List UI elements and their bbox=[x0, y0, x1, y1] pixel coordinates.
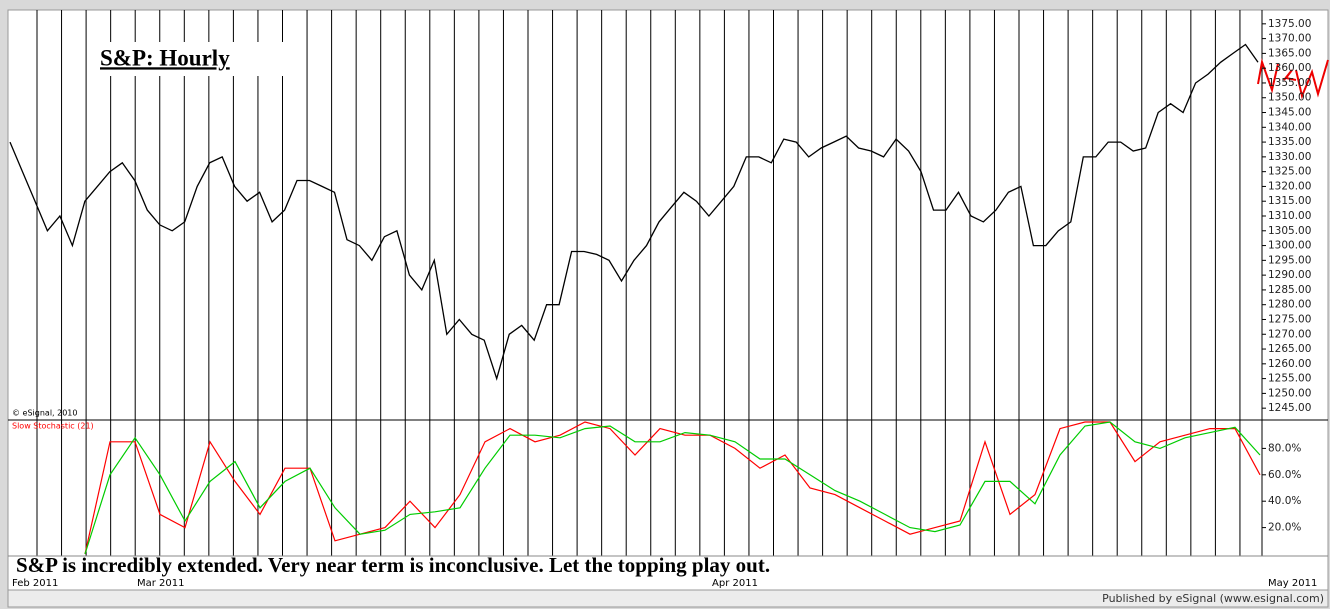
y-tick-label: 1350.00 bbox=[1268, 92, 1311, 104]
y-tick-label: 1320.00 bbox=[1268, 180, 1311, 192]
x-tick-label: Feb 2011 bbox=[12, 578, 58, 589]
y-tick-label: 1295.00 bbox=[1268, 254, 1311, 266]
y-tick-label: 1370.00 bbox=[1268, 33, 1311, 45]
chart-title: S&P: Hourly bbox=[100, 45, 230, 70]
y-tick-label: 1245.00 bbox=[1268, 402, 1311, 414]
x-tick-label: Apr 2011 bbox=[712, 578, 758, 589]
y-tick-label: 1305.00 bbox=[1268, 225, 1311, 237]
y-tick-label: 1300.00 bbox=[1268, 240, 1311, 252]
x-tick-label: May 2011 bbox=[1268, 578, 1317, 589]
y-tick-label: 1330.00 bbox=[1268, 151, 1311, 163]
indicator-title: Slow Stochastic (21) bbox=[12, 422, 94, 431]
y-tick-label: 1290.00 bbox=[1268, 269, 1311, 281]
y-tick-label: 1365.00 bbox=[1268, 47, 1311, 59]
y-tick-label: 1375.00 bbox=[1268, 18, 1311, 30]
y-tick-label: 60.0% bbox=[1268, 469, 1301, 481]
y-tick-label: 1310.00 bbox=[1268, 210, 1311, 222]
new-scribble bbox=[1257, 58, 1329, 100]
title-box bbox=[92, 42, 284, 76]
y-tick-label: 1280.00 bbox=[1268, 299, 1311, 311]
y-tick-label: 1275.00 bbox=[1268, 313, 1311, 325]
y-tick-label: 1315.00 bbox=[1268, 195, 1311, 207]
annotation: S&P is incredibly extended. Very near te… bbox=[16, 553, 770, 577]
y-tick-label: 1285.00 bbox=[1268, 284, 1311, 296]
footer-bar bbox=[7, 589, 1329, 608]
session-separators bbox=[36, 10, 1241, 556]
y-tick-label: 1265.00 bbox=[1268, 343, 1311, 355]
y-tick-label: 1360.00 bbox=[1268, 62, 1311, 74]
y-tick-label: 1325.00 bbox=[1268, 166, 1311, 178]
y-tick-label: 1255.00 bbox=[1268, 373, 1311, 385]
series-line bbox=[84, 421, 1261, 555]
y-tick-label: 80.0% bbox=[1268, 442, 1301, 454]
series-line bbox=[9, 43, 1259, 381]
y-tick-label: 1355.00 bbox=[1268, 77, 1311, 89]
y-tick-label: 1335.00 bbox=[1268, 136, 1311, 148]
y-tick-label: 40.0% bbox=[1268, 495, 1301, 507]
y-tick-label: 20.0% bbox=[1268, 522, 1301, 534]
chart-background bbox=[7, 9, 1329, 591]
x-tick-label: Mar 2011 bbox=[137, 578, 185, 589]
watermark: © eSignal, 2010 bbox=[12, 409, 77, 418]
y-tick-label: 1250.00 bbox=[1268, 387, 1311, 399]
series-line bbox=[84, 421, 1261, 555]
y-tick-label: 1270.00 bbox=[1268, 328, 1311, 340]
y-tick-label: 1260.00 bbox=[1268, 358, 1311, 370]
y-tick-label: 1345.00 bbox=[1268, 107, 1311, 119]
publisher: Published by eSignal (www.esignal.com) bbox=[1102, 592, 1324, 605]
x-axis-labels: Feb 2011 Mar 2011 Apr 2011 May 2011 bbox=[12, 578, 1317, 589]
y-tick-label: 1340.00 bbox=[1268, 121, 1311, 133]
